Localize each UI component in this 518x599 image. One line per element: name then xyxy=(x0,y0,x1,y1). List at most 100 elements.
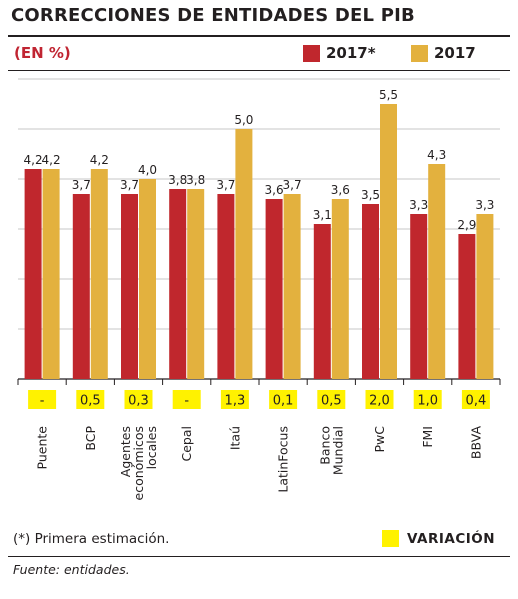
bar-2017 xyxy=(380,104,397,379)
data-label-2017-estimate: 3,7 xyxy=(72,178,91,192)
bar-2017-estimate xyxy=(362,204,379,379)
bar-2017 xyxy=(90,169,108,379)
data-label-2017-estimate: 4,2 xyxy=(24,153,43,167)
legend-swatch-gold xyxy=(411,44,428,62)
category-label-line: Puente xyxy=(35,426,50,470)
category-label: BBVA xyxy=(468,426,483,460)
data-label-2017: 3,3 xyxy=(475,198,494,212)
category-label: LatinFocus xyxy=(276,426,291,493)
variation-value: 0,4 xyxy=(466,394,487,409)
variation-box xyxy=(172,390,201,409)
category-label: BCP xyxy=(83,426,98,451)
variation-box xyxy=(76,390,105,409)
variation-box xyxy=(317,390,346,409)
category-label: PwC xyxy=(372,426,387,453)
unit-label: (EN %) xyxy=(14,44,71,62)
category-label-line: económicos xyxy=(131,426,146,500)
bar-2017 xyxy=(139,179,156,379)
data-label-2017-estimate: 3,6 xyxy=(265,183,284,197)
footnote: (*) Primera estimación. xyxy=(13,531,170,547)
data-label-2017: 4,2 xyxy=(90,153,109,167)
variation-box xyxy=(28,390,57,409)
bar-2017 xyxy=(476,214,494,379)
bar-2017 xyxy=(331,199,349,379)
data-label-2017: 4,0 xyxy=(138,163,157,177)
legend-series-a: 2017* xyxy=(303,42,376,64)
bar-2017 xyxy=(283,194,301,379)
bar-2017-estimate xyxy=(217,194,235,379)
data-label-2017: 4,3 xyxy=(427,148,446,162)
category-label-line: BBVA xyxy=(468,426,483,460)
bar-2017-estimate xyxy=(169,189,187,379)
title-divider xyxy=(8,35,510,37)
category-label: Itaú xyxy=(227,426,242,450)
variation-swatch xyxy=(382,530,399,547)
data-label-2017: 3,6 xyxy=(331,183,350,197)
variation-box xyxy=(124,390,153,409)
category-label-line: locales xyxy=(144,426,159,469)
bar-2017-estimate xyxy=(458,234,476,379)
variation-box xyxy=(461,390,490,409)
data-label-2017-estimate: 3,8 xyxy=(168,173,187,187)
data-label-2017-estimate: 3,7 xyxy=(216,178,235,192)
variation-value: 0,3 xyxy=(128,394,149,409)
category-label-line: PwC xyxy=(372,426,387,453)
data-label-2017: 3,7 xyxy=(283,178,302,192)
bar-2017 xyxy=(235,129,253,379)
bar-2017 xyxy=(428,164,446,379)
category-label-line: Itaú xyxy=(227,426,242,450)
variation-value: 0,5 xyxy=(321,394,342,409)
category-label-line: BCP xyxy=(83,426,98,451)
category-label: FMI xyxy=(420,426,435,448)
legend-label-2017-estimate: 2017* xyxy=(326,44,376,62)
category-label: Cepal xyxy=(179,426,194,462)
variation-value: 2,0 xyxy=(369,394,390,409)
variation-value: 1,0 xyxy=(417,394,438,409)
category-label: Puente xyxy=(35,426,50,470)
bar-2017 xyxy=(42,169,60,379)
data-label-2017-estimate: 3,7 xyxy=(120,178,139,192)
variation-box xyxy=(365,390,394,409)
legend-label-2017: 2017 xyxy=(434,44,476,62)
data-label-2017-estimate: 3,1 xyxy=(313,208,332,222)
bar-2017-estimate xyxy=(72,194,90,379)
category-label-line: LatinFocus xyxy=(276,426,291,493)
data-label-2017: 3,8 xyxy=(186,173,205,187)
bar-2017 xyxy=(187,189,205,379)
header-divider xyxy=(8,70,510,71)
data-label-2017: 5,5 xyxy=(379,88,398,102)
variation-value: 1,3 xyxy=(225,394,246,409)
bar-2017-estimate xyxy=(24,169,42,379)
data-label-2017-estimate: 3,3 xyxy=(409,198,428,212)
variation-value: - xyxy=(184,394,189,409)
legend-swatch-red xyxy=(303,44,320,62)
footer-divider xyxy=(8,556,510,557)
data-label-2017-estimate: 3,5 xyxy=(361,188,380,202)
variation-box xyxy=(220,390,249,409)
data-label-2017: 4,2 xyxy=(42,153,61,167)
variation-legend-label: VARIACIÓN xyxy=(407,530,496,547)
data-label-2017: 5,0 xyxy=(234,113,253,127)
bar-2017-estimate xyxy=(313,224,331,379)
category-label-line: Banco xyxy=(317,426,332,465)
variation-box xyxy=(413,390,442,409)
bar-2017-estimate xyxy=(265,199,283,379)
variation-value: 0,5 xyxy=(80,394,101,409)
category-label-line: Mundial xyxy=(330,426,345,475)
variation-value: - xyxy=(40,394,45,409)
chart-title: CORRECCIONES DE ENTIDADES DEL PIB xyxy=(11,5,415,26)
data-label-2017-estimate: 2,9 xyxy=(457,218,476,232)
variation-legend: VARIACIÓN xyxy=(382,530,495,547)
category-label-line: Agentes xyxy=(118,426,133,477)
variation-box xyxy=(269,390,298,409)
variation-value: 0,1 xyxy=(273,394,294,409)
category-label-line: FMI xyxy=(420,426,435,448)
category-label-line: Cepal xyxy=(179,426,194,462)
legend-series-b: 2017 xyxy=(411,42,476,64)
bar-2017-estimate xyxy=(410,214,428,379)
source-note: Fuente: entidades. xyxy=(13,562,130,577)
